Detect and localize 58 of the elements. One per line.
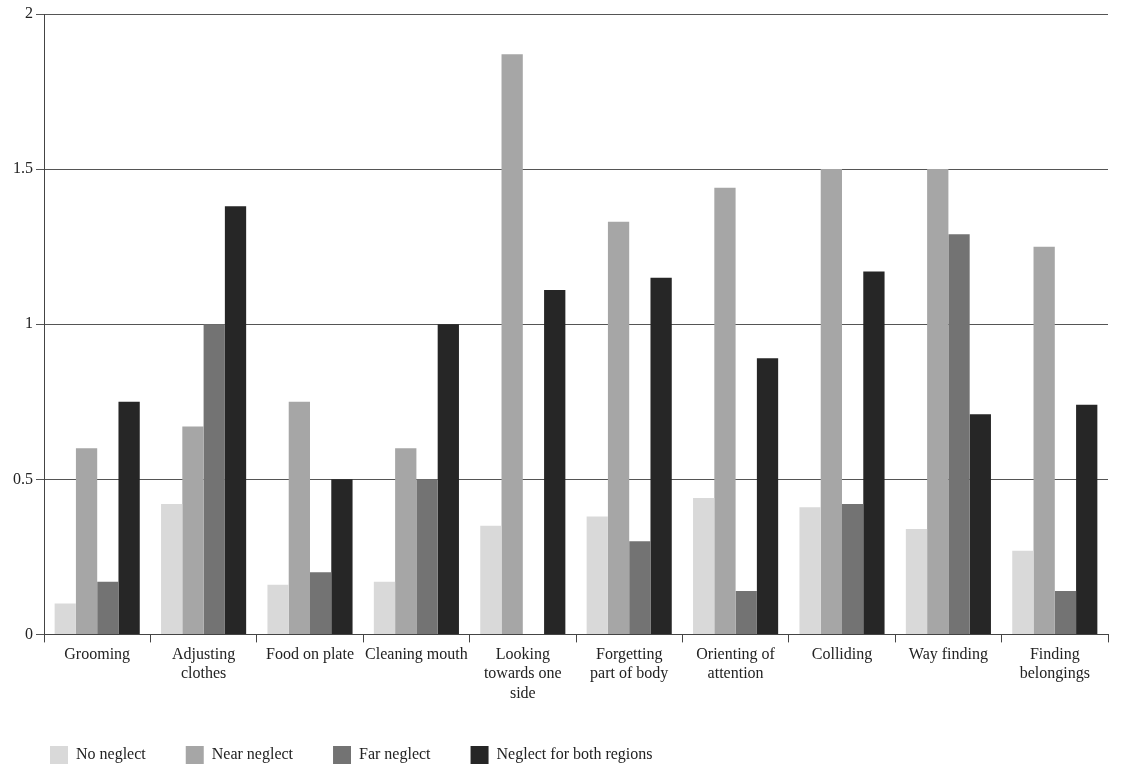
bar xyxy=(203,324,225,634)
bar xyxy=(97,581,119,634)
bar xyxy=(607,221,630,634)
bar xyxy=(1033,246,1055,634)
bar xyxy=(416,479,438,634)
bar xyxy=(75,448,98,634)
legend-label: Near neglect xyxy=(211,745,294,764)
x-tick-label: Orienting of attention xyxy=(696,645,776,682)
bar xyxy=(650,277,672,634)
bar xyxy=(799,507,821,634)
bar xyxy=(948,234,970,634)
bar xyxy=(756,358,779,634)
legend-label: Neglect for both regions xyxy=(496,745,653,764)
bar xyxy=(54,603,76,634)
bar xyxy=(288,401,310,634)
bar xyxy=(820,169,842,634)
x-tick-label: Colliding xyxy=(811,645,873,664)
bar xyxy=(1012,550,1034,634)
x-tick-label: Looking towards one side xyxy=(483,645,562,701)
bar xyxy=(693,497,715,634)
bar xyxy=(842,504,864,634)
y-tick-label: 1.5 xyxy=(13,159,33,177)
bar xyxy=(501,54,523,634)
bar xyxy=(735,590,757,634)
bar xyxy=(373,581,396,634)
x-tick-label: Forgetting part of body xyxy=(590,645,669,683)
x-tick-label: Adjusting clothes xyxy=(172,645,236,682)
legend-label: Far neglect xyxy=(359,745,432,764)
bar xyxy=(437,324,459,634)
x-tick-label: Finding belongings xyxy=(1019,645,1090,683)
x-tick-label: Food on plate xyxy=(266,645,354,664)
bar xyxy=(480,525,502,634)
x-tick-label: Way finding xyxy=(908,645,988,664)
bar xyxy=(714,187,736,634)
bar xyxy=(969,414,991,634)
bar xyxy=(267,584,289,634)
bar xyxy=(331,479,353,634)
bar xyxy=(1076,404,1098,634)
bar xyxy=(544,290,566,634)
bar xyxy=(863,271,885,634)
x-tick-label: Cleaning mouth xyxy=(365,645,468,664)
bar xyxy=(310,572,332,634)
y-tick-label: 2 xyxy=(25,4,33,22)
bar xyxy=(586,516,608,634)
bar xyxy=(1054,590,1077,634)
bar xyxy=(182,426,204,634)
bar xyxy=(118,401,140,634)
bar xyxy=(629,541,651,634)
bar xyxy=(905,528,928,634)
y-tick-label: 1 xyxy=(25,314,33,332)
bar xyxy=(927,169,949,634)
bar xyxy=(224,206,247,634)
legend-label: No neglect xyxy=(76,745,147,764)
bar xyxy=(161,504,183,634)
y-tick-label: 0.5 xyxy=(13,469,33,487)
bar xyxy=(395,448,417,634)
y-tick-label: 0 xyxy=(25,624,33,642)
x-tick-label: Grooming xyxy=(64,645,131,664)
